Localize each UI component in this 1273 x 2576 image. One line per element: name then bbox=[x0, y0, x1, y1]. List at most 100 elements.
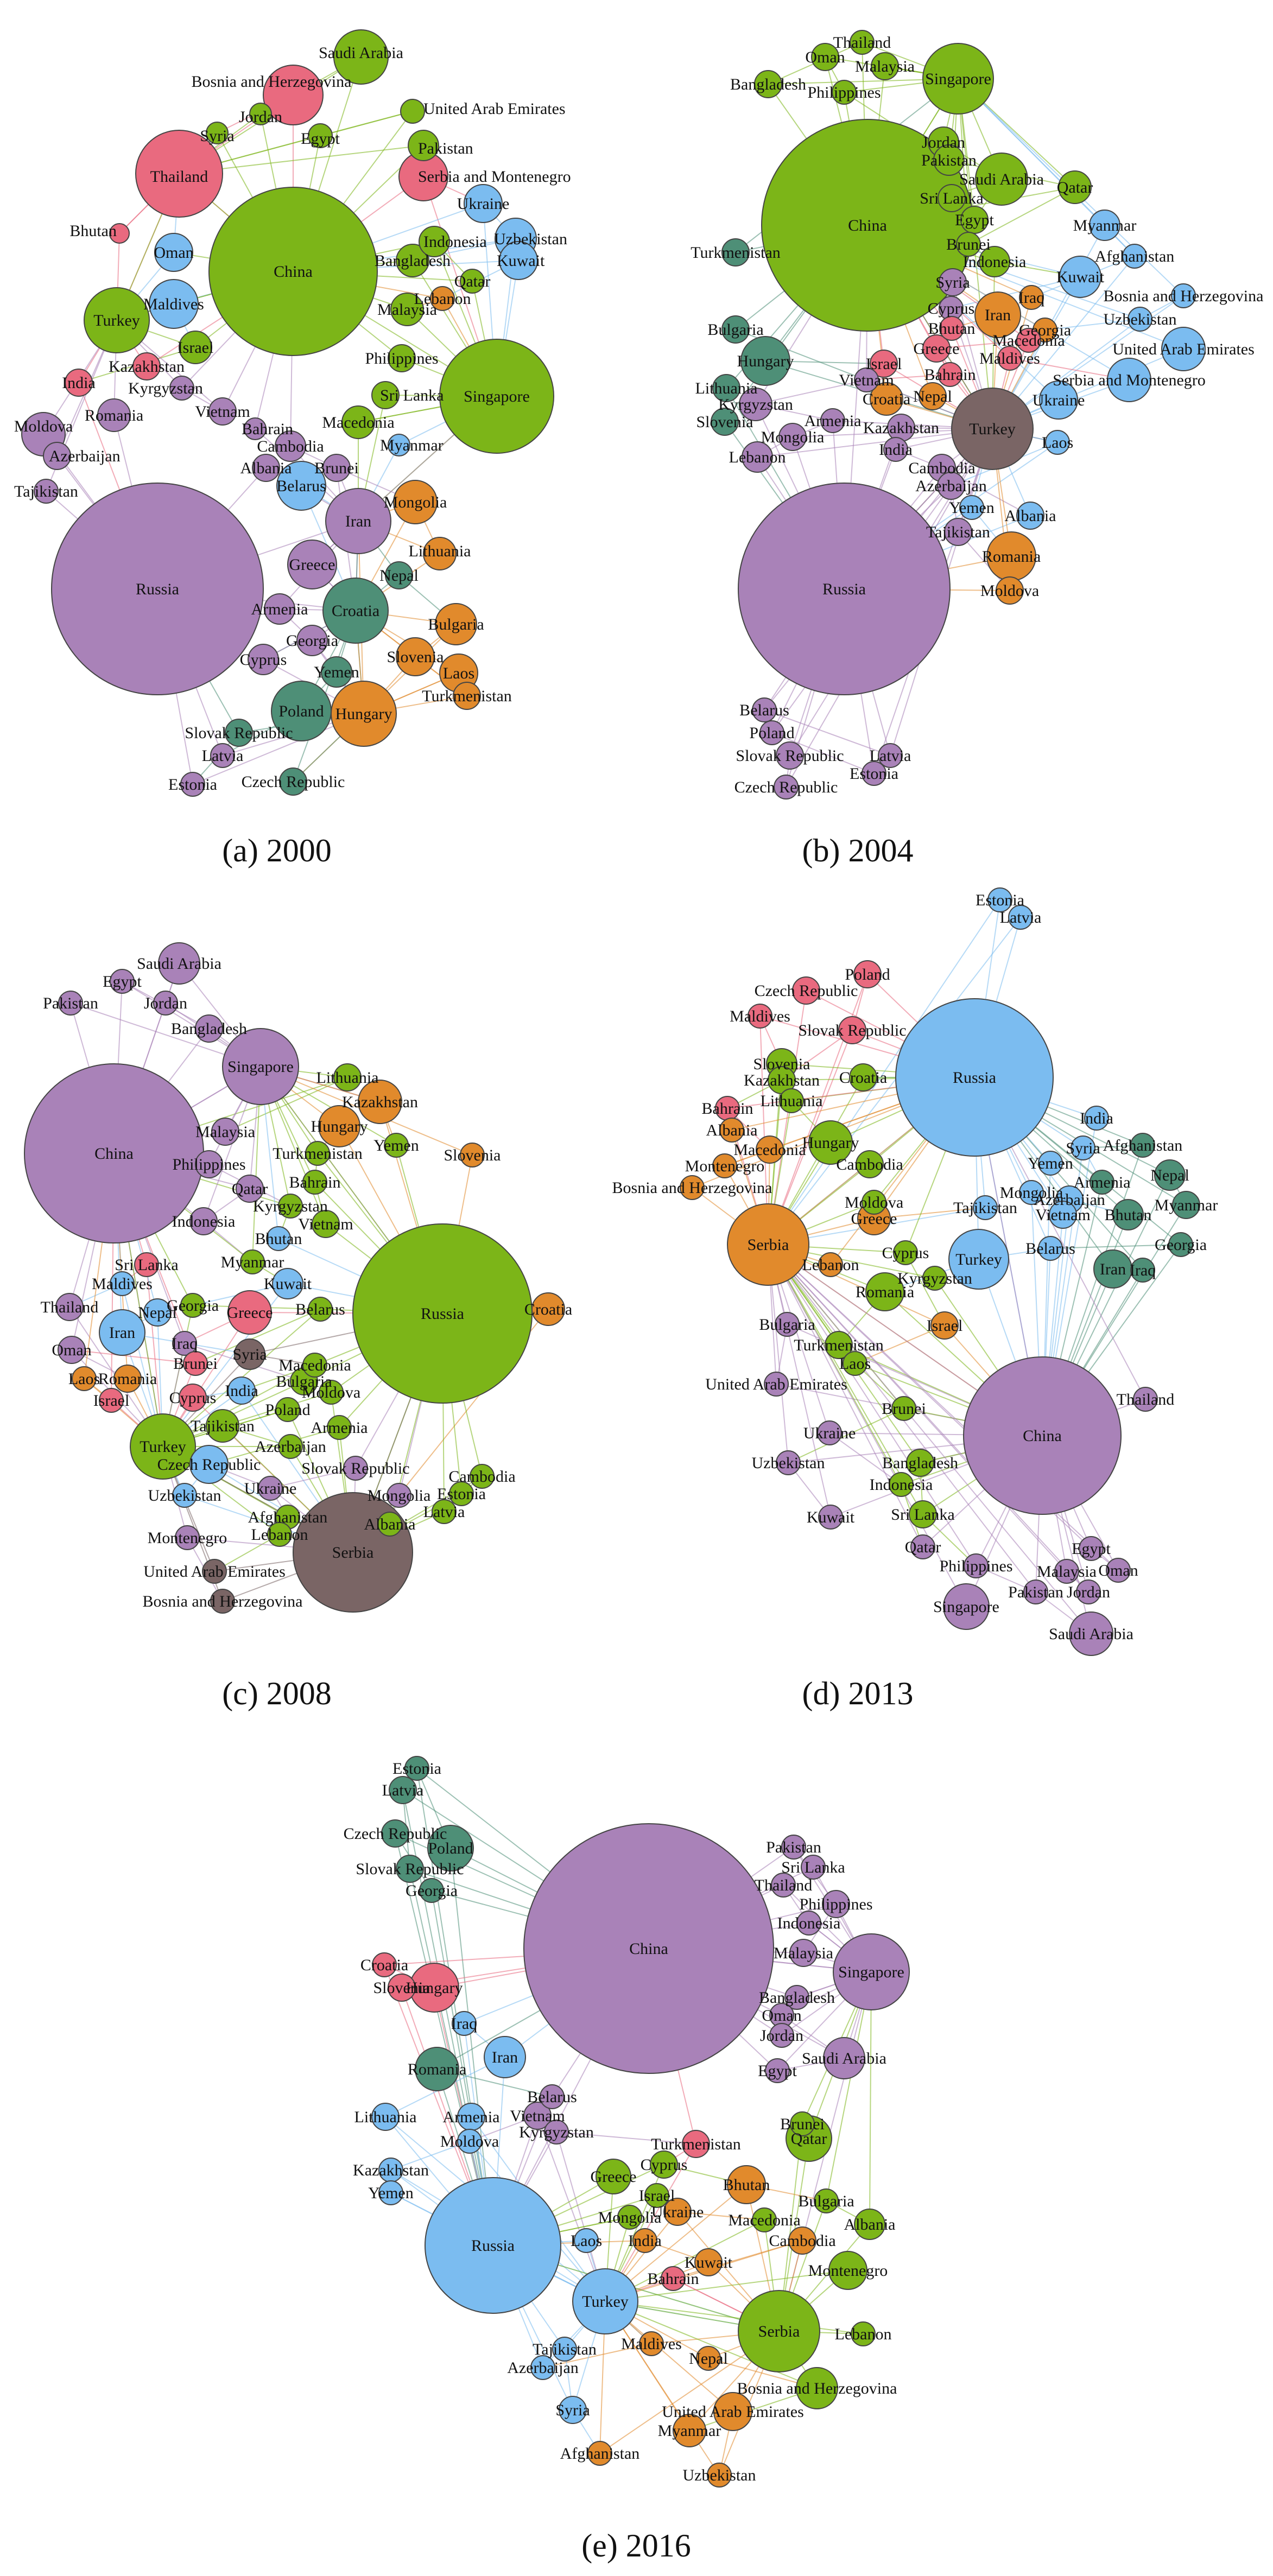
network-node bbox=[862, 1190, 886, 1215]
network-node bbox=[574, 2228, 599, 2253]
network-node bbox=[419, 1878, 444, 1903]
node-label: Kuwait bbox=[264, 1275, 312, 1293]
node-label: Bhutan bbox=[1105, 1206, 1152, 1224]
node-label: Montenegro bbox=[148, 1529, 227, 1547]
node-label: Iran bbox=[345, 512, 371, 530]
node-label: Azerbaijan bbox=[255, 1438, 326, 1456]
node-label: Cambodia bbox=[257, 437, 324, 455]
node-label: Bulgaria bbox=[759, 1316, 815, 1334]
node-label: Saudi Arabia bbox=[959, 170, 1044, 188]
node-label: Russia bbox=[421, 1305, 464, 1323]
node-label: Hungary bbox=[802, 1134, 859, 1152]
network-node bbox=[287, 540, 337, 589]
network-node bbox=[158, 942, 200, 985]
network-node bbox=[789, 1939, 818, 1967]
node-label: Turkey bbox=[955, 1251, 1002, 1268]
node-label: Myanmar bbox=[221, 1253, 284, 1271]
network-node bbox=[650, 2150, 678, 2179]
node-label: Syria bbox=[200, 127, 234, 145]
node-label: Slovak Republic bbox=[185, 724, 293, 742]
network-node bbox=[792, 976, 820, 1005]
network-node bbox=[172, 1483, 197, 1508]
network-node bbox=[779, 1088, 804, 1113]
node-label: United Arab Emirates bbox=[423, 100, 566, 118]
node-label: Bosnia and Herzegovina bbox=[612, 1179, 772, 1197]
node-label: Singapore bbox=[227, 1058, 294, 1076]
node-label: Kyrgyzstan bbox=[128, 379, 203, 397]
network-node bbox=[523, 1823, 774, 2074]
node-label: Ukraine bbox=[651, 2203, 704, 2221]
node-label: Nepal bbox=[689, 2350, 728, 2368]
node-label: Kuwait bbox=[685, 2254, 733, 2272]
network-node bbox=[1058, 170, 1092, 204]
node-label: Bulgaria bbox=[428, 616, 484, 633]
node-label: United Arab Emirates bbox=[705, 1375, 847, 1393]
network-node bbox=[470, 1464, 495, 1489]
network-node bbox=[764, 1372, 789, 1397]
network-node bbox=[889, 1472, 914, 1497]
node-label: Moldova bbox=[440, 2133, 499, 2150]
node-label: Estonia bbox=[850, 765, 898, 783]
node-label: India bbox=[628, 2232, 662, 2250]
node-label: Cyprus bbox=[240, 651, 287, 669]
node-label: Ukraine bbox=[803, 1424, 856, 1442]
network-node bbox=[1071, 1135, 1095, 1160]
node-label: Poland bbox=[428, 1839, 473, 1857]
network-node bbox=[663, 2198, 692, 2226]
node-label: India bbox=[879, 441, 913, 459]
network-node bbox=[110, 969, 135, 994]
node-label: Uzbekistan bbox=[683, 2466, 756, 2484]
network-node bbox=[711, 408, 739, 436]
network-edge bbox=[605, 2301, 720, 2476]
network-node bbox=[390, 293, 424, 326]
node-label: Lebanon bbox=[802, 1256, 859, 1274]
node-label: Malaysia bbox=[855, 58, 915, 75]
network-node bbox=[322, 454, 351, 482]
node-label: Russia bbox=[953, 1069, 996, 1087]
panel-caption: (d) 2013 bbox=[802, 1676, 914, 1711]
node-label: Bahrain bbox=[648, 2270, 699, 2288]
network-node bbox=[208, 397, 237, 426]
node-label: Belarus bbox=[1025, 1240, 1075, 1258]
network-node bbox=[895, 998, 1054, 1157]
network-node bbox=[278, 1434, 303, 1459]
node-label: Estonia bbox=[437, 1485, 486, 1503]
node-label: Singapore bbox=[838, 1963, 904, 1981]
node-label: Bulgaria bbox=[707, 321, 763, 339]
network-node bbox=[632, 2228, 657, 2253]
network-node bbox=[322, 578, 389, 644]
network-node bbox=[258, 1476, 283, 1501]
network-node bbox=[774, 775, 799, 800]
node-label: Sri Lanka bbox=[380, 386, 444, 404]
network-node bbox=[862, 761, 886, 786]
network-node bbox=[850, 30, 875, 55]
node-label: Thailand bbox=[833, 34, 891, 52]
network-edge bbox=[195, 1309, 321, 1364]
network-node bbox=[944, 518, 972, 546]
network-edge bbox=[866, 374, 951, 380]
network-node bbox=[278, 1194, 303, 1219]
network-node bbox=[99, 1388, 124, 1413]
network-node bbox=[939, 268, 967, 296]
node-label: Malaysia bbox=[377, 301, 437, 319]
network-node bbox=[922, 43, 994, 115]
node-label: Albania bbox=[844, 2216, 896, 2234]
node-label: Nepal bbox=[379, 567, 419, 585]
node-label: United Arab Emirates bbox=[662, 2403, 804, 2421]
node-label: Philippines bbox=[172, 1156, 245, 1173]
node-label: Poland bbox=[278, 702, 324, 720]
network-node bbox=[302, 1170, 327, 1195]
node-label: Georgia bbox=[1155, 1236, 1207, 1254]
network-edge bbox=[1044, 319, 1141, 331]
node-label: Singapore bbox=[464, 388, 530, 405]
network-node bbox=[938, 184, 966, 212]
network-node bbox=[305, 1141, 330, 1166]
network-node bbox=[922, 334, 951, 363]
network-node bbox=[943, 1583, 990, 1630]
network-node bbox=[682, 2130, 710, 2158]
network-edge bbox=[936, 340, 1029, 349]
node-label: Myanmar bbox=[658, 2422, 721, 2440]
network-node bbox=[1171, 283, 1196, 308]
node-label: Georgia bbox=[1019, 321, 1071, 339]
